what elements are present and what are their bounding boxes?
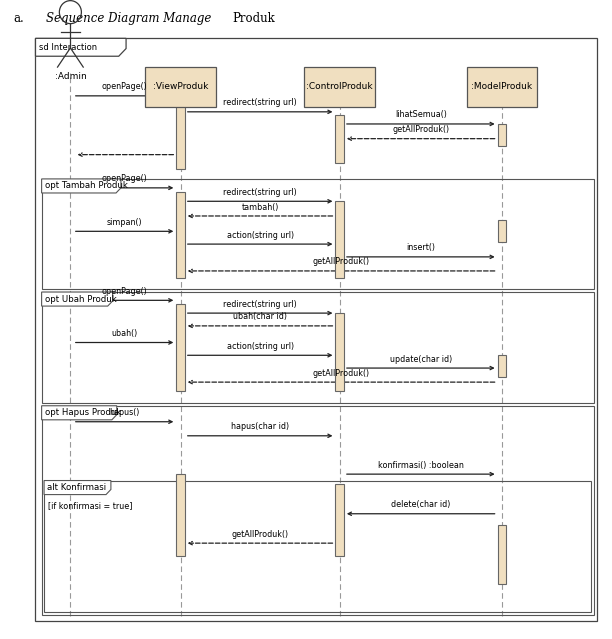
Text: hapus(): hapus(): [110, 408, 140, 417]
Text: hapus(char id): hapus(char id): [231, 422, 289, 431]
Text: opt Hapus Produk: opt Hapus Produk: [45, 408, 121, 417]
Text: getAllProduk(): getAllProduk(): [392, 125, 449, 134]
Polygon shape: [42, 292, 113, 306]
Text: action(string url): action(string url): [226, 231, 294, 240]
Text: konfirmasi() :boolean: konfirmasi() :boolean: [378, 461, 464, 470]
Polygon shape: [44, 481, 111, 495]
Text: alt Konfirmasi: alt Konfirmasi: [47, 483, 106, 492]
Text: tambah(): tambah(): [241, 203, 279, 212]
Bar: [176, 192, 185, 278]
Text: ubah(char id): ubah(char id): [233, 312, 287, 321]
Bar: [498, 124, 506, 146]
Text: getAllProduk(): getAllProduk(): [313, 258, 370, 266]
Bar: [145, 67, 215, 107]
Text: redirect(string url): redirect(string url): [223, 188, 297, 197]
Bar: [335, 484, 344, 556]
Text: sd Interaction: sd Interaction: [39, 43, 97, 52]
Bar: [335, 313, 344, 391]
Bar: [176, 304, 185, 391]
Text: openPage(): openPage(): [102, 287, 147, 296]
Bar: [466, 67, 537, 107]
Text: :ModelProduk: :ModelProduk: [471, 82, 532, 91]
Polygon shape: [42, 179, 121, 193]
Text: Sequence Diagram Manage: Sequence Diagram Manage: [46, 12, 211, 24]
Bar: [304, 67, 375, 107]
Text: delete(char id): delete(char id): [391, 500, 450, 509]
Text: insert(): insert(): [406, 243, 435, 252]
Text: openPage(): openPage(): [102, 82, 147, 91]
Bar: [498, 220, 506, 242]
Text: redirect(string url): redirect(string url): [223, 98, 297, 107]
Text: :ViewProduk: :ViewProduk: [153, 82, 208, 91]
Text: [if konfirmasi = true]: [if konfirmasi = true]: [48, 501, 132, 510]
Polygon shape: [42, 406, 117, 420]
Text: action(string url): action(string url): [226, 342, 294, 351]
Bar: [42, 179, 594, 289]
Bar: [176, 474, 185, 556]
Bar: [42, 406, 594, 615]
Text: a.: a.: [13, 12, 24, 24]
Text: getAllProduk(): getAllProduk(): [313, 369, 370, 378]
Polygon shape: [35, 38, 126, 56]
Text: redirect(string url): redirect(string url): [223, 300, 297, 309]
Bar: [176, 99, 185, 169]
Text: Produk: Produk: [233, 12, 275, 24]
Text: update(char id): update(char id): [390, 355, 452, 364]
Text: opt Tambah Produk: opt Tambah Produk: [45, 181, 127, 190]
Bar: [42, 292, 594, 403]
Text: getAllProduk(): getAllProduk(): [231, 530, 289, 539]
Bar: [335, 201, 344, 278]
Text: :ControlProduk: :ControlProduk: [307, 82, 373, 91]
Text: openPage(): openPage(): [102, 174, 147, 183]
Bar: [498, 525, 506, 584]
Text: lihatSemua(): lihatSemua(): [395, 111, 447, 119]
Text: opt Ubah Produk: opt Ubah Produk: [45, 295, 116, 304]
Text: :Admin: :Admin: [54, 72, 86, 81]
Bar: [44, 481, 591, 612]
Text: ubah(): ubah(): [111, 329, 138, 338]
Bar: [335, 115, 344, 163]
Bar: [498, 355, 506, 377]
Text: simpan(): simpan(): [106, 218, 143, 227]
